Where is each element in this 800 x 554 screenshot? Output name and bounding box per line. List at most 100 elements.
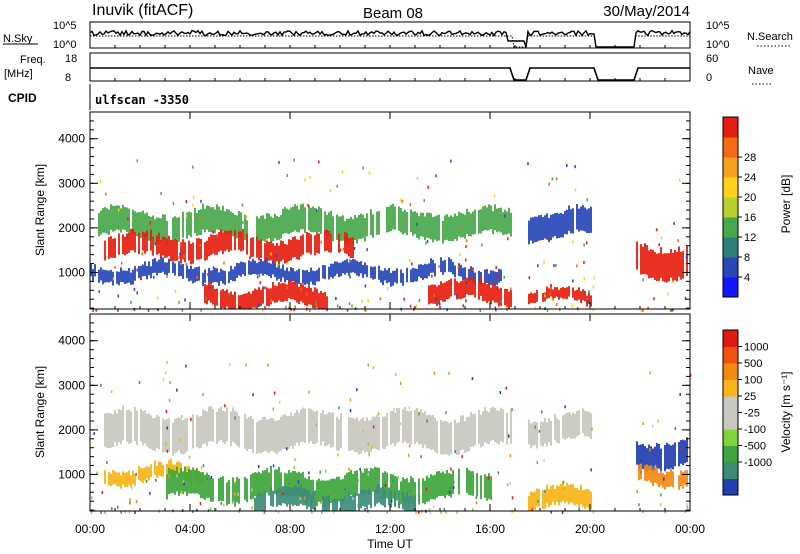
heatmap-cell [658, 253, 660, 281]
heatmap-speckle [294, 458, 296, 462]
heatmap-cell [212, 234, 214, 254]
heatmap-speckle [571, 279, 574, 283]
heatmap-cell [548, 489, 550, 508]
heatmap-speckle [212, 266, 215, 270]
colorbar-segment [723, 277, 738, 298]
heatmap-cell [478, 209, 480, 234]
heatmap-cell [262, 261, 264, 276]
heatmap-cell [158, 259, 160, 273]
heatmap-cell [104, 207, 106, 233]
heatmap-speckle [450, 467, 452, 471]
heatmap-cell [504, 288, 506, 306]
heatmap-cell [278, 264, 280, 279]
heatmap-cell [162, 214, 164, 241]
heatmap-cell [290, 207, 292, 233]
heatmap-cell [438, 470, 440, 497]
heatmap-speckle [399, 422, 402, 426]
heatmap-cell [218, 272, 220, 286]
heatmap-speckle [640, 470, 643, 474]
heatmap-cell [204, 242, 206, 261]
heatmap-speckle [265, 258, 268, 262]
heatmap-cell [214, 209, 216, 234]
heatmap-speckle [141, 252, 143, 256]
heatmap-speckle [537, 499, 539, 503]
heatmap-cell [290, 472, 292, 497]
heatmap-cell [480, 414, 482, 448]
heatmap-cell [444, 420, 446, 455]
heatmap-speckle [551, 298, 554, 302]
heatmap-cell [300, 484, 302, 504]
heatmap-speckle [420, 455, 422, 459]
heatmap-speckle [145, 479, 148, 483]
heatmap-cell [154, 460, 156, 475]
heatmap-cell [136, 410, 138, 446]
heatmap-speckle [346, 308, 349, 312]
heatmap-speckle [181, 490, 183, 494]
heatmap-speckle [572, 501, 575, 505]
heatmap-cell [252, 290, 254, 308]
heatmap-cell [314, 490, 316, 510]
heatmap-cell [428, 285, 430, 305]
heatmap-cell [322, 292, 324, 309]
heatmap-cell [212, 285, 214, 305]
heatmap-cell [550, 284, 552, 297]
heatmap-cell [382, 486, 384, 506]
heatmap-cell [330, 263, 332, 278]
heatmap-cell [354, 418, 356, 453]
heatmap-cell [290, 239, 292, 261]
heatmap-cell [336, 416, 338, 451]
heatmap-cell [462, 267, 464, 280]
heatmap-cell [246, 418, 248, 452]
heatmap-cell [410, 410, 412, 445]
heatmap-speckle [308, 471, 310, 475]
heatmap-speckle [190, 417, 192, 421]
heatmap-cell [408, 411, 410, 444]
heatmap-cell [436, 471, 438, 498]
heatmap-cell [650, 446, 652, 471]
heatmap-cell [406, 267, 408, 283]
heatmap-cell [568, 485, 570, 505]
heatmap-cell [500, 287, 502, 306]
heatmap-cell [456, 422, 458, 456]
heatmap-cell [576, 204, 578, 230]
heatmap-cell [532, 217, 534, 244]
heatmap-cell [106, 208, 108, 234]
heatmap-cell [176, 466, 178, 492]
heatmap-cell [390, 474, 392, 501]
heatmap-speckle [182, 480, 185, 484]
heatmap-cell [458, 282, 460, 299]
heatmap-cell [570, 484, 572, 503]
heatmap-speckle [440, 510, 442, 514]
heatmap-cell [392, 474, 394, 499]
heatmap-speckle [439, 302, 441, 306]
heatmap-speckle [586, 300, 589, 304]
heatmap-cell [106, 270, 108, 283]
heatmap-cell [230, 411, 232, 447]
heatmap-cell [292, 237, 294, 258]
heatmap-cell [484, 474, 486, 498]
date-title: 30/May/2014 [603, 3, 690, 20]
heatmap-cell [498, 410, 500, 445]
heatmap-speckle [120, 510, 122, 514]
heatmap-cell [284, 206, 286, 234]
heatmap-speckle [509, 481, 512, 485]
heatmap-cell [132, 269, 134, 285]
heatmap-speckle [133, 287, 136, 291]
heatmap-cell [450, 259, 452, 273]
heatmap-cell [308, 408, 310, 444]
heatmap-speckle [592, 285, 595, 289]
heatmap-cell [432, 475, 434, 500]
heatmap-speckle [120, 261, 123, 265]
heatmap-cell [352, 237, 354, 259]
heatmap-cell [400, 269, 402, 283]
heatmap-cell [164, 262, 166, 275]
heatmap-cell [580, 291, 582, 304]
heatmap-cell [290, 412, 292, 447]
heatmap-cell [120, 208, 122, 233]
heatmap-cell [144, 213, 146, 239]
heatmap-cell [126, 207, 128, 233]
heatmap-speckle [511, 496, 514, 500]
heatmap-cell [162, 418, 164, 453]
heatmap-cell [272, 418, 274, 452]
heatmap-cell [588, 489, 590, 509]
